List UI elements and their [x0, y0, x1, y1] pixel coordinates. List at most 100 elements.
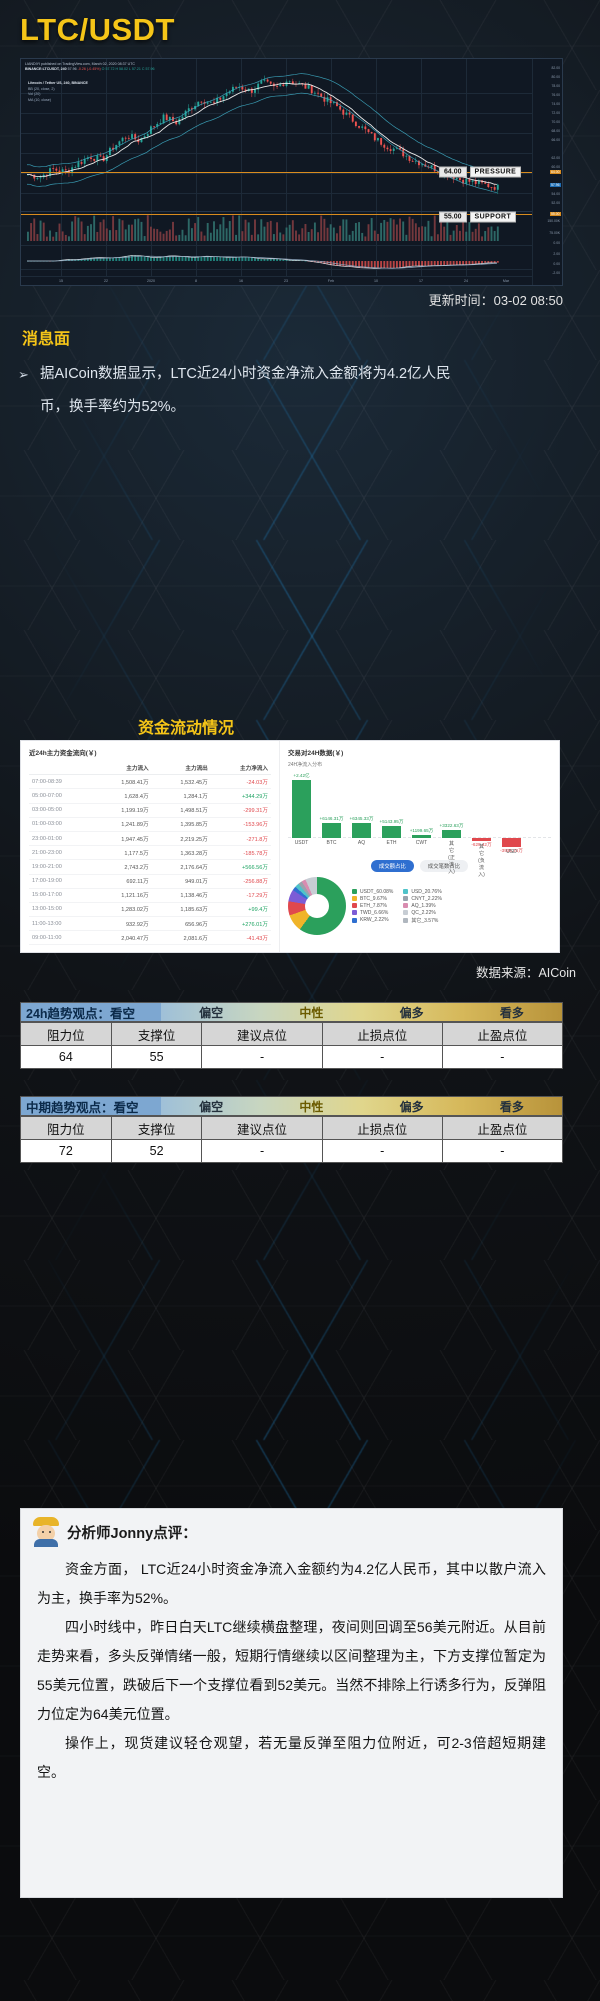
- trend-24h-label: 24h趋势观点： 看空: [21, 1003, 161, 1021]
- bar: +1199.65万 CWT: [409, 828, 434, 846]
- bar: +6146.31万 BTC: [319, 816, 344, 846]
- band-neutral: 中性: [261, 1097, 362, 1115]
- table-col-header: 主力流入: [92, 761, 152, 776]
- bar: -629.42万 其它 (负流入): [471, 838, 492, 878]
- chart-header-text: LIANDIYI published on TradingView.com, M…: [25, 62, 155, 71]
- support-tag: 55.00 SUPPORT: [439, 211, 517, 223]
- tradingview-chart[interactable]: LIANDIYI published on TradingView.com, M…: [20, 58, 563, 286]
- time-axis: 15 22 2020 8 16 23 Feb 10 17 24 Mar: [21, 276, 532, 285]
- bar: +5143.95万 ETH: [379, 818, 404, 846]
- table-row: 07:00-08:39 1,508.41万 1,532.45万 -24.03万: [29, 774, 271, 790]
- band-bullish-lean: 偏多: [361, 1003, 462, 1021]
- fund-flow-table-title: 近24h主力资金流向(￥): [29, 750, 97, 757]
- trend-24h-band-row: 24h趋势观点： 看空 偏空 中性 偏多 看多: [20, 1002, 563, 1022]
- table-row: 03:00-05:00 1,199.19万 1,498.51万 -299.31万: [29, 803, 271, 818]
- legend-swatch: [403, 917, 409, 923]
- band-bearish-lean: 偏空: [161, 1003, 262, 1021]
- table-row: 19:00-21:00 2,743.2万 2,176.64万 +566.56万: [29, 859, 271, 875]
- table-row: 15:00-17:00 1,121.16万 1,138.46万 -17.29万: [29, 888, 271, 903]
- legend-swatch: [352, 889, 357, 894]
- legend-entry: 其它_3.57%: [403, 917, 442, 924]
- donut-row: USDT_60.08% USD_20.76% BTC_9.67% CNYT_2.22%…: [288, 877, 551, 935]
- legend-swatch: [352, 903, 357, 908]
- price-axis: 82.00 80.00 78.00 76.00 74.00 72.00 70.0…: [532, 59, 562, 285]
- legend-swatch: [352, 910, 357, 915]
- candlestick-series: [26, 73, 499, 195]
- pair-24h-panel: 交易对24H数据(￥) 24H净流入分布 +2.42亿 USDT +6146.31万…: [279, 741, 559, 952]
- table-row: 09:00-11:00 2,040.47万 2,081.6万 -41.43万: [29, 930, 271, 946]
- fund-flow-heading: 资金流动情况: [138, 720, 235, 737]
- table-col-header: 主力流出: [151, 761, 211, 776]
- table-row: 01:00-03:00 1,241.89万 1,395.85万 -153.96万: [29, 817, 271, 832]
- trend-mid-band-row: 中期趋势观点： 看空 偏空 中性 偏多 看多: [20, 1096, 563, 1116]
- support-price-chip: 55.00: [549, 212, 561, 216]
- analyst-title: 分析师Jonny点评：: [67, 1525, 197, 1542]
- legend-entry: USDT_60.08%: [352, 889, 393, 895]
- chart-indicator-legend: Litecoin / Tether US, 240, BINANCE BB (2…: [28, 81, 88, 102]
- analyst-paragraph: 资金方面， LTC近24小时资金净流入金额约为4.2亿人民币，其中以散户流入为主…: [37, 1561, 546, 1606]
- analyst-comment-card: 分析师Jonny点评： 资金方面， LTC近24小时资金净流入金额约为4.2亿人…: [20, 1508, 563, 1898]
- news-heading: 消息面: [22, 331, 71, 348]
- band-bearish-lean: 偏空: [161, 1097, 262, 1115]
- bar: +3322.63万 其它 (正流入): [439, 823, 464, 875]
- table-row: 13:00-15:00 1,283.02万 1,185.63万 +99.4万: [29, 902, 271, 918]
- legend-swatch: [352, 896, 357, 901]
- legend-entry: TWD_6.66%: [352, 910, 393, 916]
- trend-mid-label: 中期趋势观点： 看空: [21, 1097, 161, 1115]
- legend-entry: ETH_7.87%: [352, 903, 393, 909]
- news-text: 据AICoin数据显示，LTC近24小时资金净流入金额将为4.2亿人民币，换手率…: [40, 366, 451, 415]
- legend-swatch: [403, 896, 409, 901]
- legend-swatch: [403, 910, 409, 915]
- bar: -3935.26万 USD: [500, 838, 523, 855]
- band-neutral: 中性: [261, 1003, 362, 1021]
- band-bullish: 看多: [461, 1097, 562, 1115]
- analyst-paragraph: 操作上，现货建议轻仓观望，若无量反弹至阻力位附近，可2-3倍超短期建空。: [37, 1735, 546, 1780]
- legend-entry: QC_2.22%: [403, 910, 442, 916]
- trend-table-24h: 24h趋势观点： 看空 偏空 中性 偏多 看多 阻力位 支撑位 建议点位 止损点位…: [20, 1002, 564, 1069]
- volume-series: [27, 215, 499, 241]
- turnover-donut-chart: [288, 877, 346, 935]
- table-row: 64 55 - - -: [20, 1045, 564, 1069]
- last-price-chip: 57.96: [549, 183, 561, 187]
- net-inflow-bar-chart: +2.42亿 USDT +6146.31万 BTC +6345.33万 AQ +5143.9…: [288, 772, 551, 878]
- pressure-tag: 64.00 PRESSURE: [439, 166, 522, 178]
- legend-entry: KRW_2.22%: [352, 917, 393, 924]
- table-header-row: 阻力位 支撑位 建议点位 止损点位 止盈点位: [20, 1022, 564, 1046]
- support-line: [21, 214, 562, 216]
- bullet-arrow-icon: ➢: [18, 367, 29, 382]
- pressure-line: [21, 172, 562, 174]
- legend-entry: CNYT_2.22%: [403, 896, 442, 902]
- trend-table-mid: 中期趋势观点： 看空 偏空 中性 偏多 看多 阻力位 支撑位 建议点位 止损点位 …: [20, 1096, 564, 1163]
- table-row: 21:00-23:00 1,177.5万 1,363.28万 -185.78万: [29, 845, 271, 861]
- tab-turnover-share[interactable]: 成交额占比: [370, 860, 414, 872]
- analyst-header: 分析师Jonny点评：: [21, 1509, 562, 1549]
- table-row: 11:00-13:00 932.92万 656.96万 +276.01万: [29, 916, 271, 932]
- table-col-header: [29, 761, 93, 776]
- fund-flow-panel: 近24h主力资金流向(￥) 主力流入 主力流出 主力净流入 07:00-08:39 1…: [20, 740, 560, 953]
- chart-tabs[interactable]: 成交额占比 成交笔数占比: [288, 860, 551, 872]
- analyst-avatar-icon: [31, 1517, 61, 1547]
- tab-trade-count-share[interactable]: 成交笔数占比: [419, 860, 469, 872]
- legend-entry: USD_20.76%: [403, 889, 442, 895]
- table-header-row: 阻力位 支撑位 建议点位 止损点位 止盈点位: [20, 1116, 564, 1140]
- table-row: 72 52 - - -: [20, 1139, 564, 1163]
- legend-swatch: [403, 903, 409, 908]
- band-bullish: 看多: [461, 1003, 562, 1021]
- bars-title: 24H净流入分布: [288, 762, 323, 768]
- fund-flow-table-panel: 近24h主力资金流向(￥) 主力流入 主力流出 主力净流入 07:00-08:39 1…: [21, 741, 279, 952]
- legend-swatch: [352, 917, 357, 923]
- table-col-header: 主力净流入: [210, 761, 271, 776]
- trend-mid-grid: 阻力位 支撑位 建议点位 止损点位 止盈点位 72 52 - - -: [20, 1116, 564, 1163]
- bar: +6345.33万 AQ: [349, 815, 374, 846]
- news-item: ➢ 据AICoin数据显示，LTC近24小时资金净流入金额将为4.2亿人民币，换…: [18, 358, 470, 424]
- page-title: LTC/USDT: [20, 12, 175, 47]
- pair-24h-title: 交易对24H数据(￥): [288, 750, 344, 757]
- pressure-price-chip: 64.00: [549, 170, 561, 174]
- macd-series: [27, 255, 499, 269]
- table-header-row: 主力流入 主力流出 主力净流入: [29, 761, 271, 776]
- legend-entry: BTC_9.67%: [352, 896, 393, 902]
- trend-24h-grid: 阻力位 支撑位 建议点位 止损点位 止盈点位 64 55 - - -: [20, 1022, 564, 1069]
- legend-swatch: [403, 889, 409, 894]
- table-row: 17:00-19:00 692.11万 949.01万 -256.88万: [29, 874, 271, 889]
- analyst-body: 资金方面， LTC近24小时资金净流入金额约为4.2亿人民币，其中以散户流入为主…: [21, 1549, 562, 1787]
